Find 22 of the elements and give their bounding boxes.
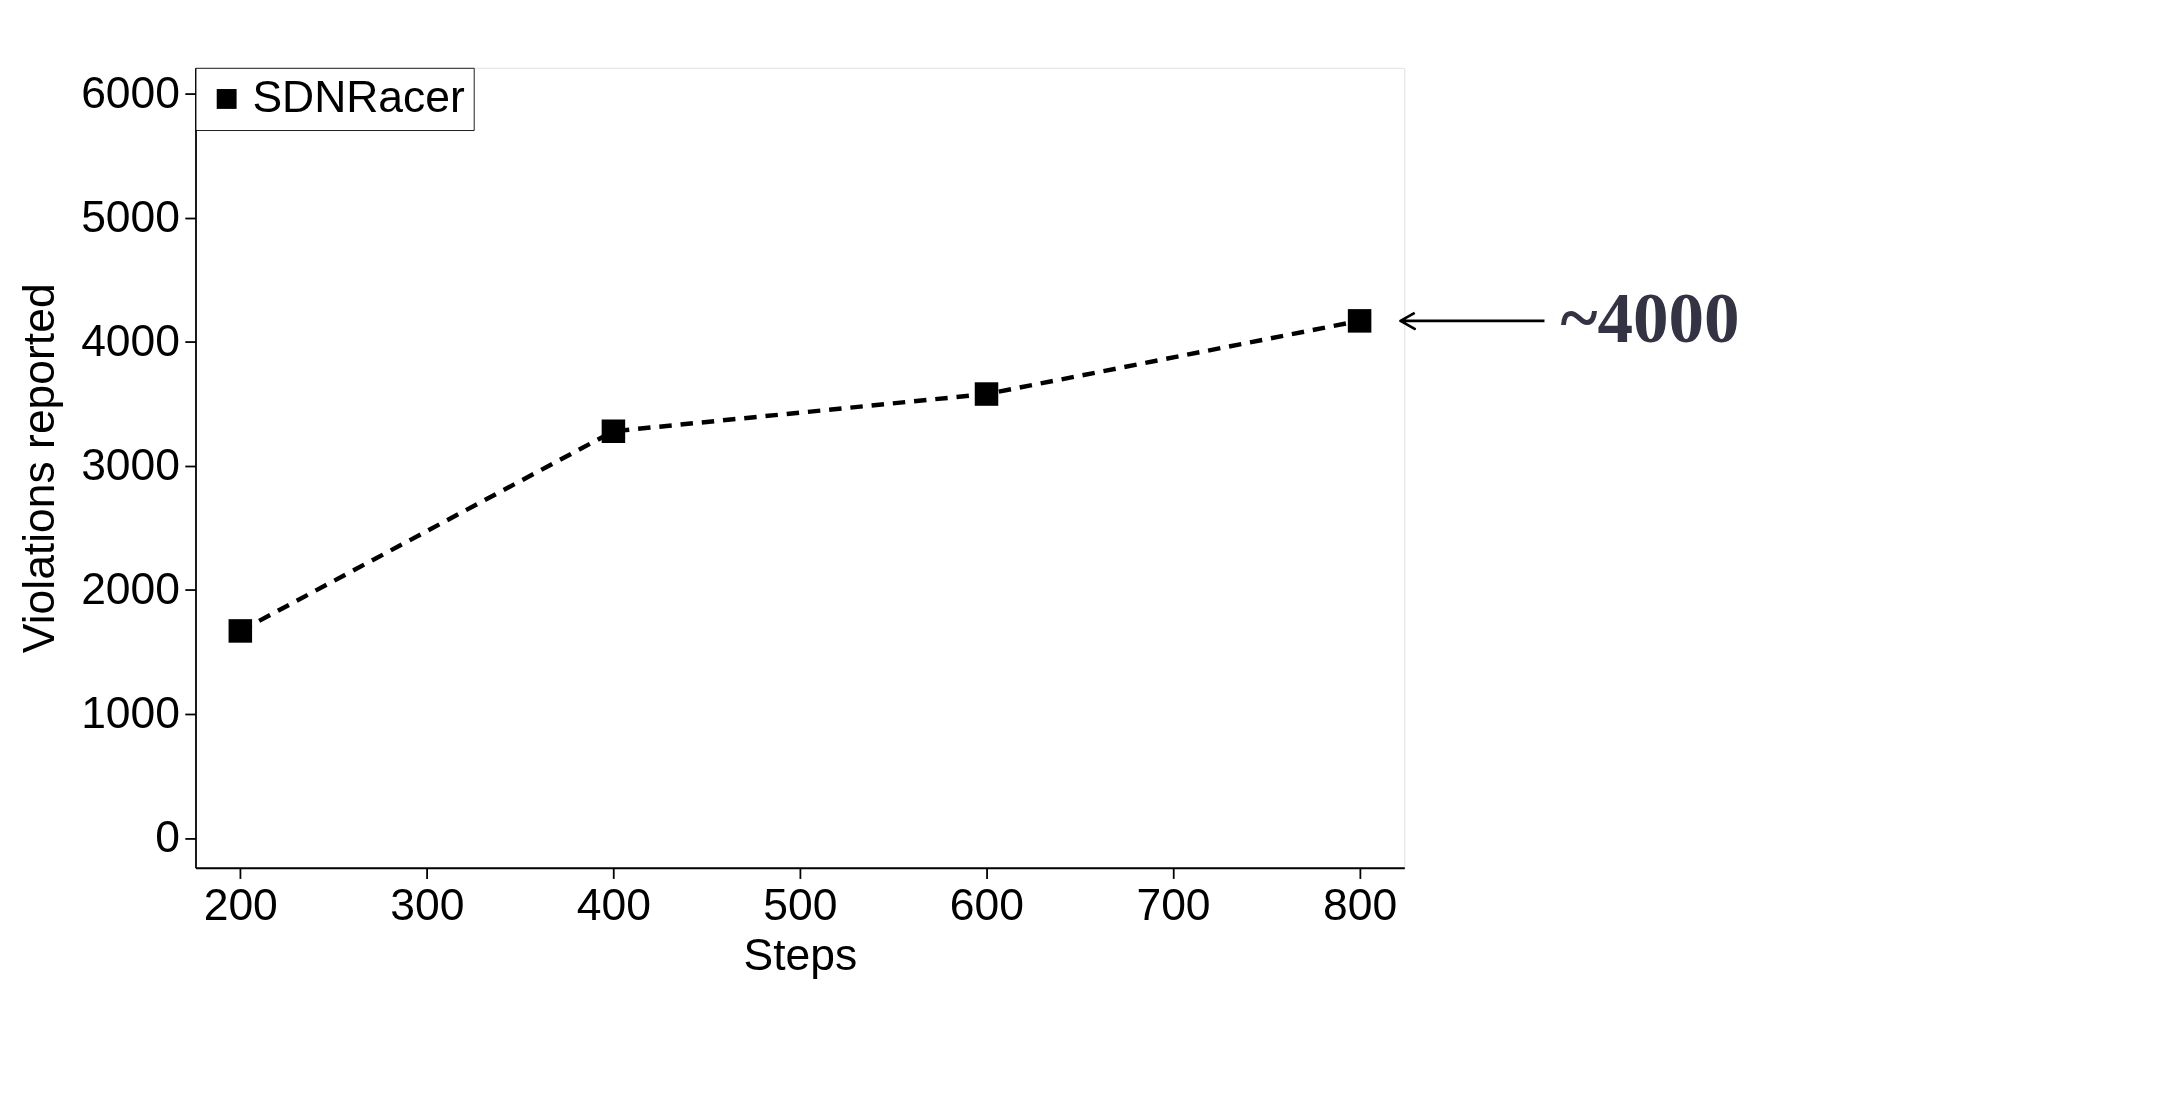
point [1347, 309, 1372, 333]
y-tick-label: 4000 [81, 315, 180, 365]
x-tick-label: 700 [1136, 879, 1211, 929]
legend-label: SDNRacer [252, 72, 465, 122]
y-tick-label: 3000 [81, 439, 180, 489]
y-axis-title: Violations reported [14, 283, 64, 654]
y-tick-label: 5000 [81, 191, 180, 241]
x-tick-label: 500 [763, 879, 838, 929]
x-tick-label: 300 [390, 879, 465, 929]
y-tick-label: 1000 [81, 687, 180, 737]
x-tick-label: 200 [203, 879, 278, 929]
y-tick-label: 0 [155, 811, 180, 861]
point [228, 619, 253, 643]
x-tick-label: 400 [576, 879, 651, 929]
point [974, 382, 999, 406]
x-axis-title: Steps [743, 929, 858, 979]
point [601, 419, 626, 444]
x-tick-label: 800 [1322, 879, 1398, 929]
y-tick-label: 2000 [81, 563, 180, 613]
x-tick-label: 600 [949, 879, 1025, 929]
y-tick-label: 6000 [81, 67, 180, 117]
annotation: ~4000 [1560, 279, 1740, 358]
